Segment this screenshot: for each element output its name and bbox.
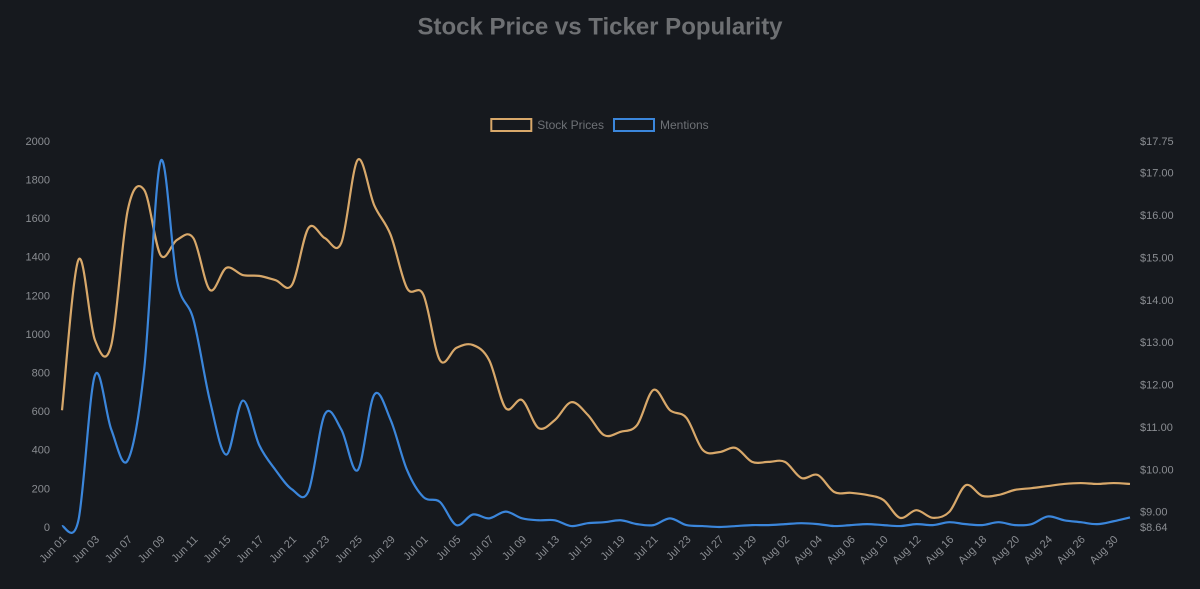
y-tick-label: 0: [44, 522, 50, 534]
x-tick-label: Jul 19: [599, 534, 628, 563]
x-tick-label: Jun 01: [37, 534, 69, 566]
x-tick-label: Jul 15: [566, 534, 595, 563]
y-tick-label: 1400: [26, 252, 50, 264]
x-tick-label: Aug 30: [1088, 534, 1121, 567]
x-tick-label: Aug 02: [759, 534, 792, 567]
x-tick-label: Jul 13: [533, 534, 562, 563]
series-line: [60, 158, 1131, 520]
chart-title: Stock Price vs Ticker Popularity: [417, 13, 783, 40]
x-tick-label: Jul 23: [664, 534, 693, 563]
y2-tick-label: $14.00: [1140, 295, 1174, 307]
y2-tick-label: $16.00: [1140, 210, 1174, 222]
x-tick-label: Aug 12: [890, 534, 923, 567]
x-tick-label: Jun 25: [333, 534, 365, 566]
x-tick-label: Jun 21: [267, 534, 299, 566]
x-tick-label: Aug 24: [1022, 534, 1055, 567]
x-tick-label: Jun 07: [103, 534, 135, 566]
x-tick-label: Jul 01: [401, 534, 430, 563]
y-tick-label: 800: [32, 368, 50, 380]
x-tick-label: Jul 09: [500, 534, 529, 563]
series-line: [60, 158, 1131, 534]
y2-tick-label: $8.64: [1140, 522, 1168, 534]
y-tick-label: 600: [32, 406, 50, 418]
legend-label: Mentions: [660, 118, 709, 132]
x-tick-label: Jun 15: [202, 534, 234, 566]
x-tick-label: Aug 06: [825, 534, 858, 567]
x-tick-label: Jul 21: [631, 534, 660, 563]
x-tick-label: Aug 04: [792, 534, 825, 567]
y2-tick-label: $12.00: [1140, 380, 1174, 392]
y2-tick-label: $13.00: [1140, 337, 1174, 349]
x-tick-label: Jul 29: [730, 534, 759, 563]
x-tick-label: Jun 23: [300, 534, 332, 566]
legend-swatch: [612, 118, 655, 132]
x-tick-label: Aug 16: [923, 534, 956, 567]
x-tick-label: Jun 09: [136, 534, 168, 566]
x-tick-label: Jul 27: [697, 534, 726, 563]
y2-tick-label: $10.00: [1140, 464, 1174, 476]
y-tick-label: 200: [32, 483, 50, 495]
y2-tick-label: $11.00: [1140, 422, 1173, 434]
x-tick-label: Jul 05: [434, 534, 463, 563]
x-tick-label: Aug 10: [858, 534, 891, 567]
x-tick-label: Aug 18: [956, 534, 989, 567]
x-tick-label: Aug 26: [1055, 534, 1088, 567]
legend-swatch: [490, 118, 533, 132]
y-tick-label: 2000: [26, 136, 50, 148]
x-tick-label: Jun 29: [366, 534, 398, 566]
y2-tick-label: $9.00: [1140, 507, 1168, 519]
y-tick-label: 1000: [26, 329, 50, 341]
y-tick-label: 1200: [26, 290, 50, 302]
y2-tick-label: $17.00: [1140, 168, 1174, 180]
x-tick-label: Jun 03: [70, 534, 102, 566]
legend-label: Stock Prices: [537, 118, 604, 132]
y2-tick-label: $17.75: [1140, 136, 1174, 148]
y-tick-label: 1600: [26, 213, 50, 225]
y2-tick-label: $15.00: [1140, 252, 1174, 264]
x-tick-label: Jun 17: [235, 534, 267, 566]
y-tick-label: 400: [32, 445, 50, 457]
y-tick-label: 1800: [26, 175, 50, 187]
x-tick-label: Aug 20: [989, 534, 1022, 567]
x-tick-label: Jun 11: [169, 534, 200, 565]
x-tick-label: Jul 07: [467, 534, 496, 563]
